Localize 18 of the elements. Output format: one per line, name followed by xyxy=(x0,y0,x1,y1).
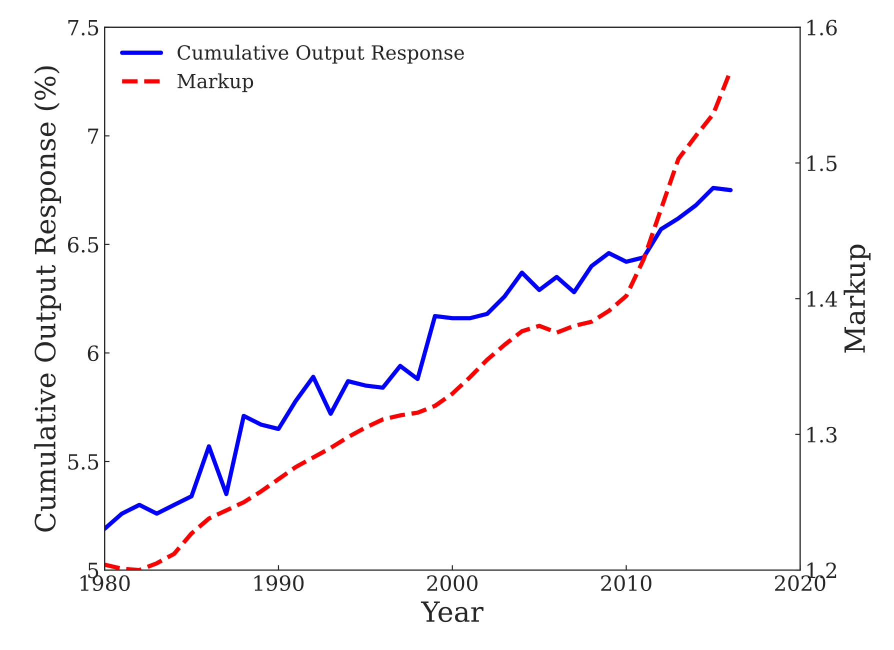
y-tick-label: 6.5 xyxy=(68,236,98,253)
y-tick-label: 6 xyxy=(88,345,98,362)
line-series xyxy=(104,186,733,531)
x-axis-title: Year xyxy=(420,601,484,622)
y-tick-label: 7.5 xyxy=(68,20,98,36)
x-tick-label: 1990 xyxy=(254,575,304,592)
y-axis-title: Cumulative Output Response (%) xyxy=(34,66,62,532)
legend-label: Markup xyxy=(178,73,254,92)
y-tick-label: 5.5 xyxy=(68,454,98,470)
x-tick-label: 2010 xyxy=(601,575,652,592)
y2-tick-label: 1.6 xyxy=(808,20,837,36)
x-tick-label: 2000 xyxy=(427,575,478,592)
y2-tick-label: 1.5 xyxy=(808,155,837,172)
y2-tick-label: 1.3 xyxy=(808,426,837,443)
y-tick-label: 7 xyxy=(88,128,98,144)
y2-axis-title: Markup xyxy=(844,244,871,353)
legend-label: Cumulative Output Response xyxy=(178,44,464,64)
y2-tick-label: 1.4 xyxy=(808,291,838,307)
